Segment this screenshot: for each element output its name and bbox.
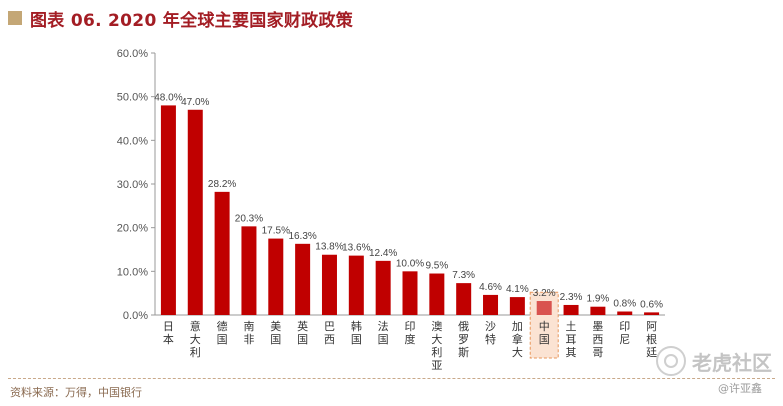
y-tick-label: 40.0%: [117, 135, 148, 147]
data-label: 4.6%: [479, 282, 502, 293]
y-tick-label: 50.0%: [117, 92, 148, 104]
y-tick-label: 0.0%: [123, 310, 148, 322]
bar: [241, 226, 257, 315]
data-label: 16.3%: [288, 231, 316, 242]
data-label: 13.8%: [315, 242, 343, 253]
bar: [187, 109, 203, 316]
x-tick-label: 日本: [163, 320, 174, 346]
x-tick-label: 南非: [243, 320, 254, 346]
bar: [644, 312, 660, 315]
data-label: 12.4%: [369, 248, 397, 259]
x-tick-label: 阿根廷: [646, 320, 657, 359]
data-label: 2.3%: [560, 292, 583, 303]
x-tick-label: 韩国: [351, 319, 362, 346]
data-label: 7.3%: [452, 270, 475, 281]
x-tick-label: 墨西哥: [592, 320, 603, 359]
bar: [321, 254, 337, 315]
data-label: 0.6%: [640, 299, 663, 310]
data-label: 10.0%: [396, 258, 424, 269]
bar: [429, 273, 445, 315]
data-label: 48.0%: [154, 92, 182, 103]
bar: [295, 243, 311, 315]
y-tick-label: 10.0%: [117, 266, 148, 278]
data-label: 47.0%: [181, 97, 209, 108]
data-label: 9.5%: [425, 261, 448, 272]
data-label: 1.9%: [586, 294, 609, 305]
bar: [483, 294, 499, 315]
footer-divider: [8, 378, 775, 379]
title-square-icon: [8, 11, 22, 25]
y-tick-label: 30.0%: [117, 179, 148, 191]
y-tick-label: 20.0%: [117, 223, 148, 235]
x-tick-label: 土耳其: [566, 320, 577, 359]
data-label: 13.6%: [342, 243, 370, 254]
x-tick-label: 英国: [297, 319, 308, 346]
bar: [563, 304, 579, 315]
y-tick-label: 60.0%: [117, 48, 148, 60]
chart-title-bar: 图表 06. 2020 年全球主要国家财政政策: [8, 6, 354, 31]
x-tick-label: 澳大利亚: [431, 320, 442, 372]
bar: [348, 255, 364, 315]
x-tick-label: 俄罗斯: [458, 320, 469, 359]
data-label: 20.3%: [235, 213, 263, 224]
bar: [456, 283, 472, 315]
data-label: 4.1%: [506, 284, 529, 295]
x-tick-label: 印度: [405, 320, 416, 346]
watermark: 老虎社区: [656, 346, 772, 376]
data-label: 0.8%: [613, 299, 636, 310]
bar: [509, 297, 525, 315]
bar: [617, 311, 633, 315]
x-tick-label: 印尼: [619, 320, 630, 346]
bar: [590, 306, 606, 315]
x-tick-label: 德国: [217, 319, 228, 346]
data-label: 3.2%: [533, 288, 556, 299]
chart-title: 图表 06. 2020 年全球主要国家财政政策: [30, 10, 354, 31]
watermark-author: @许亚鑫: [718, 382, 762, 395]
tiger-logo-icon: [656, 346, 686, 376]
watermark-brand: 老虎社区: [692, 350, 772, 375]
source-note: 资料来源：万得，中国银行: [10, 386, 142, 399]
x-tick-label: 美国: [270, 320, 281, 346]
x-tick-label: 加拿大: [512, 320, 523, 359]
x-tick-label: 中国: [539, 320, 550, 346]
x-tick-label: 沙特: [485, 320, 496, 346]
bar: [402, 271, 418, 315]
data-label: 17.5%: [262, 226, 290, 237]
bar: [375, 260, 391, 315]
bar: [536, 301, 552, 315]
x-tick-label: 巴西: [324, 320, 335, 346]
data-label: 28.2%: [208, 179, 236, 190]
x-tick-label: 法国: [378, 319, 389, 346]
bar: [268, 238, 284, 315]
bar: [160, 105, 176, 316]
x-tick-label: 意大利: [190, 319, 201, 359]
bar: [214, 191, 230, 315]
